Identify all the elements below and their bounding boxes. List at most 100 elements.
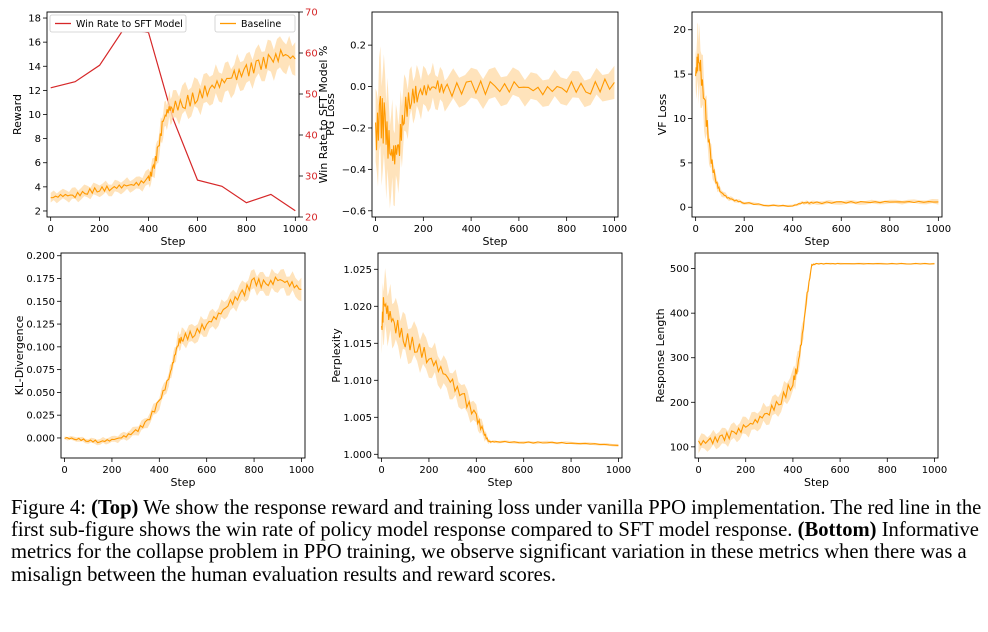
chart-reward: 0 200 400 600 800 1000 2 4 6 8 10 12 14 16 18 20 30 40 50 6… [11,8,330,249]
y-tick-label: 6 [35,158,41,169]
y-tick-label: 0.2 [350,41,366,52]
y-tick-label: 10 [28,110,41,121]
line-reward [50,48,296,199]
x-tick-label: 400 [783,224,802,235]
x-tick-label: 800 [878,465,897,476]
y2-tick-label: 30 [305,172,318,183]
x-tick-label: 1000 [289,465,314,476]
x-tick-label: 600 [831,465,850,476]
y-tick-label: 1.015 [343,339,372,350]
y-tick-label: 0.0 [350,82,366,93]
y-tick-label: 0.100 [26,342,55,353]
y-tick-label: 500 [670,264,689,275]
y-tick-label: 16 [28,38,41,49]
x-tick-label: 0 [378,465,384,476]
x-axis-label: Step [482,235,507,248]
figure-panel: 0 200 400 600 800 1000 2 4 6 8 10 12 14 16 18 20 30 40 50 6… [11,8,951,490]
line-response_length [698,262,935,447]
y-axis-label: PG Loss [324,93,337,136]
y-axis-label: Reward [11,94,24,135]
x-tick-label: 0 [372,224,378,235]
y-tick-label: 1.025 [343,265,372,276]
series-reward-1 [50,35,296,204]
x-tick-label: 1000 [283,224,308,235]
chart-perplexity: 0 200 400 600 800 1000 1.000 1.005 1.010 1.015 1.0… [330,252,631,489]
y-tick-label: 0.050 [26,388,55,399]
y-axis-label: KL-Divergence [13,315,26,395]
y-tick-label: 0.175 [26,274,55,285]
line-reward-winrate [50,27,296,212]
y-tick-label: 0.000 [26,433,55,444]
y-tick-label: 0.025 [26,411,55,422]
x-tick-label: 200 [736,465,755,476]
line-perplexity [381,297,619,446]
y-tick-label: 12 [28,86,41,97]
y-tick-label: 100 [670,442,689,453]
x-tick-label: 1000 [922,465,947,476]
x-tick-label: 400 [150,465,169,476]
y-tick-label: 1.010 [343,376,372,387]
band-perplexity [381,268,619,447]
x-axis-label: Step [804,235,829,248]
band-reward [50,35,296,204]
y2-tick-label: 60 [305,49,318,60]
x-tick-label: 200 [419,465,438,476]
y2-tick-label: 20 [305,213,318,224]
caption-bottom-text: Informative metrics for the collapse pro… [11,519,979,586]
figure-caption: Figure 4: (Top) We show the response rew… [11,497,983,586]
x-tick-label: 800 [880,224,899,235]
x-axis-label: Step [160,235,185,248]
x-tick-label: 400 [783,465,802,476]
line-kl_divergence [64,275,302,444]
y-tick-label: −0.2 [342,123,366,134]
band-vf_loss [695,22,939,207]
x-tick-label: 600 [188,224,207,235]
x-tick-label: 0 [692,224,698,235]
x-tick-label: 400 [462,224,481,235]
x-tick-label: 200 [90,224,109,235]
series-kl_divergence-0 [64,268,302,446]
axes-frame [691,11,943,218]
caption-bottom-label: (Bottom) [797,519,877,542]
x-tick-label: 200 [735,224,754,235]
x-tick-label: 800 [562,465,581,476]
y2-tick-label: 70 [305,8,318,19]
caption-top-text: We show the response reward and training… [11,497,982,542]
figure-svg: 0 200 400 600 800 100024681012141618203040506… [11,8,951,490]
chart-vf_loss: 0 200 400 600 800 1000 0 5 10 15 20 Step VF Loss [656,11,951,248]
caption-figure-label: Figure 4: [11,497,86,519]
series-vf_loss-0 [695,22,939,207]
y-axis-label: Response Length [654,308,667,402]
axes-frame [60,252,306,459]
y-tick-label: 4 [35,182,41,193]
caption-top-label: (Top) [91,497,139,519]
y-tick-label: 20 [673,25,686,36]
y-tick-label: 8 [35,134,41,145]
band-kl_divergence [64,268,302,446]
y2-tick-label: 40 [305,131,318,142]
y-tick-label: 1.005 [343,413,372,424]
y-tick-label: 0.125 [26,320,55,331]
series-response_length-0 [698,262,935,454]
x-tick-label: 1000 [602,224,627,235]
y-tick-label: 1.000 [343,450,372,461]
y-tick-label: 0 [680,203,686,214]
axes-frame [377,252,623,459]
x-tick-label: 600 [832,224,851,235]
y-tick-label: −0.6 [342,206,366,217]
y-tick-label: 0.200 [26,251,55,262]
x-tick-label: 600 [514,465,533,476]
x-tick-label: 0 [695,465,701,476]
line-pg_loss [375,77,615,165]
y-tick-label: 300 [670,353,689,364]
x-tick-label: 800 [245,465,264,476]
y-tick-label: 2 [35,206,41,217]
y-tick-label: 1.020 [343,302,372,313]
series-reward-0 [50,27,296,212]
series-pg_loss-0 [375,46,615,209]
chart-kl_divergence: 0 200 400 600 800 1000 0.000 0.025 0.050 0.075 0.1… [13,251,314,489]
x-tick-label: 200 [102,465,121,476]
y2-tick-label: 50 [305,90,318,101]
y-tick-label: 400 [670,309,689,320]
x-axis-label: Step [170,476,195,489]
